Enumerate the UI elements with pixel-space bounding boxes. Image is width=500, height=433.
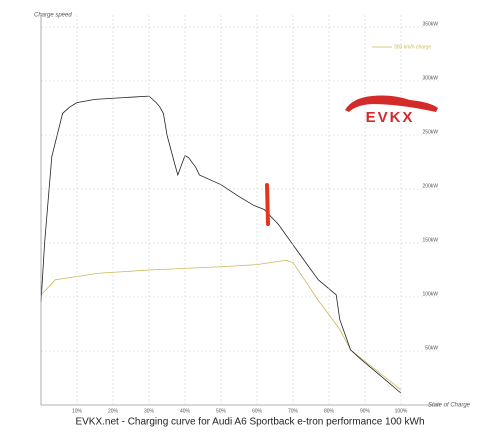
series-line xyxy=(40,259,402,391)
x-tick-label: 80% xyxy=(324,408,335,414)
y-tick-label: 300kW xyxy=(422,75,438,81)
x-tick-label: 90% xyxy=(360,408,371,414)
y-tick-label: 250kW xyxy=(422,129,438,135)
logo: EVKX xyxy=(345,95,438,126)
y-tick-label: 200kW xyxy=(422,183,438,189)
x-tick-label: 100% xyxy=(395,408,408,414)
y-axis-title: Charge speed xyxy=(34,13,72,19)
x-tick-label: 50% xyxy=(216,408,227,414)
y-tick-label: 150kW xyxy=(422,237,438,243)
x-axis-title: State of Charge xyxy=(428,403,471,409)
x-tick-label: 20% xyxy=(108,408,119,414)
y-tick-label: 100kW xyxy=(422,291,438,297)
y-tick-label: 50kW xyxy=(425,345,438,351)
x-tick-label: 10% xyxy=(72,408,83,414)
legend-label: 300 km/h charge xyxy=(394,44,431,50)
chart-title: EVKX.net - Charging curve for Audi A6 Sp… xyxy=(75,417,424,428)
logo-car xyxy=(345,95,438,112)
series-line xyxy=(40,95,402,394)
x-tick-label: 30% xyxy=(144,408,155,414)
x-tick-label: 40% xyxy=(180,408,191,414)
annotation-marker xyxy=(265,183,270,226)
y-tick-label: 350kW xyxy=(422,21,438,27)
x-tick-label: 70% xyxy=(288,408,299,414)
logo-text: EVKX xyxy=(366,109,415,126)
x-tick-label: 60% xyxy=(252,408,263,414)
